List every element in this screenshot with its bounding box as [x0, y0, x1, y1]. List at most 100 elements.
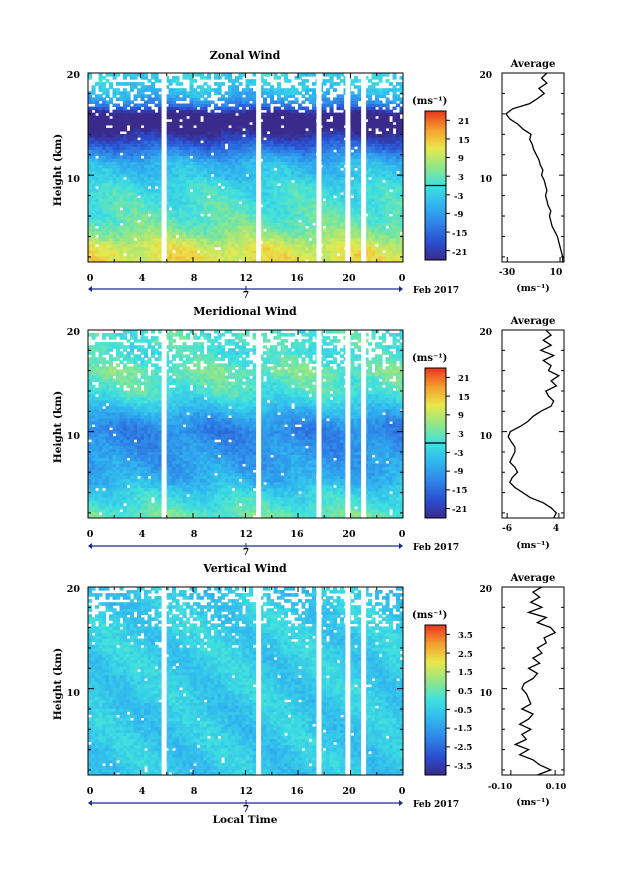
date-label: Feb 2017: [413, 800, 459, 810]
colorbar-unit: (ms⁻¹): [412, 96, 447, 107]
x-tick-label: 10: [550, 268, 563, 278]
colorbar-tick-label: 3.5: [458, 631, 473, 641]
data-gap: [345, 330, 351, 518]
average-title: Average: [510, 573, 556, 584]
date-label: Feb 2017: [413, 286, 459, 296]
y-tick-label: 20: [67, 70, 81, 81]
day-label: 7: [243, 291, 249, 301]
y-axis-label: Height (km): [52, 648, 64, 720]
heatmap-vertical: [88, 587, 403, 775]
y-tick-label: 20: [67, 584, 81, 595]
panel-meridional: Meridional Wind 20 10 Height (km) 0 4 8 …: [52, 305, 565, 558]
colorbar-tick-label: -9: [454, 467, 464, 477]
y-axis-label: Height (km): [52, 134, 64, 206]
y-tick-label: 10: [479, 432, 492, 442]
average-unit: (ms⁻¹): [516, 797, 550, 808]
x-tick-label: 20: [342, 529, 356, 540]
x-tick-label: 0.10: [546, 782, 567, 792]
x-tick-labels: 0 4 8 12 16 20 0: [87, 273, 406, 284]
colorbar-tick-label: -0.5: [454, 706, 472, 716]
data-gap: [361, 73, 367, 262]
colorbar-tick-label: -21: [452, 505, 467, 515]
y-tick-label: 20: [479, 585, 492, 595]
colorbar-tick-label: -2.5: [454, 743, 472, 753]
data-gap: [161, 73, 167, 262]
x-tick-label: -0.10: [488, 782, 512, 792]
y-tick-label: 10: [479, 175, 492, 185]
colorbar-meridional: (ms⁻¹) 21 15 9 3 -3 -9 -15 -21: [412, 353, 470, 519]
axes-vertical: [87, 586, 404, 775]
average-panel-meridional: Average 20 10 -6 4 (ms⁻¹): [479, 316, 565, 551]
date-axis: 7 Feb 2017: [88, 543, 459, 558]
x-tick-label: 12: [239, 529, 252, 540]
x-tick-label: 12: [239, 786, 252, 797]
x-tick-label: 4: [139, 273, 146, 284]
average-unit: (ms⁻¹): [516, 283, 550, 294]
colorbar-tick-label: -1.5: [454, 724, 472, 734]
y-tick-label: 20: [67, 327, 81, 338]
y-tick-label: 20: [479, 328, 492, 338]
axes-meridional: [87, 329, 404, 518]
colorbar-tick-label: 3: [458, 430, 464, 440]
y-tick-label: 10: [67, 688, 81, 699]
x-tick-label: 0: [399, 273, 406, 284]
date-label: Feb 2017: [413, 543, 459, 553]
colorbar-tick-label: 0.5: [458, 687, 473, 697]
colorbar-tick-label: 9: [458, 154, 464, 164]
x-tick-label: 4: [139, 529, 146, 540]
data-gap: [316, 330, 322, 518]
colorbar-tick-label: 1.5: [458, 668, 473, 678]
average-frame: [501, 72, 565, 263]
day-label: 7: [243, 805, 249, 815]
x-tick-label: 16: [290, 529, 304, 540]
average-profile-line: [513, 586, 557, 776]
y-tick-label: 10: [67, 174, 81, 185]
colorbar-tick-label: 2.5: [458, 650, 473, 660]
x-tick-label: 16: [290, 273, 304, 284]
data-gap: [256, 587, 262, 775]
panel-title: Zonal Wind: [210, 49, 281, 62]
y-axis-label: Height (km): [52, 391, 64, 463]
average-profile-line: [507, 329, 561, 519]
colorbar-tick-label: -3: [454, 192, 464, 202]
axes-zonal: [87, 72, 404, 262]
x-tick-label: 0: [87, 786, 94, 797]
data-gap: [345, 587, 351, 775]
colorbar-tick-label: -9: [454, 210, 464, 220]
x-tick-label: 8: [191, 273, 198, 284]
x-tick-label: -6: [502, 524, 512, 534]
colorbar-tick-label: -15: [452, 486, 467, 496]
average-title: Average: [510, 59, 556, 70]
data-gap: [161, 587, 167, 775]
average-panel-vertical: Average 20 10 -0.10 0.10 (ms⁻¹): [479, 573, 566, 808]
colorbar-tick-label: 9: [458, 411, 464, 421]
panel-zonal: Zonal Wind 20 10 Height (km) 0 4 8 12 16…: [52, 49, 565, 301]
average-panel-zonal: Average 20 10 -30 10 (ms⁻¹): [479, 59, 565, 294]
date-axis: 7 Feb 2017: [88, 800, 459, 815]
x-tick-label: 0: [87, 529, 94, 540]
data-gap: [316, 73, 322, 262]
y-tick-label: 10: [479, 689, 492, 699]
colorbar-gradient: [424, 624, 447, 776]
panel-title: Meridional Wind: [193, 305, 297, 318]
x-tick-labels: 0 4 8 12 16 20 0: [87, 786, 406, 797]
colorbar-tick-label: 15: [458, 393, 470, 403]
x-tick-label: 4: [553, 524, 559, 534]
heatmap-meridional: [88, 330, 403, 518]
x-tick-label: 16: [290, 786, 304, 797]
x-tick-labels: 0 4 8 12 16 20 0: [87, 529, 406, 540]
colorbar-unit: (ms⁻¹): [412, 353, 447, 364]
colorbar-tick-label: -3.5: [454, 762, 472, 772]
average-unit: (ms⁻¹): [516, 540, 550, 551]
colorbar-vertical: (ms⁻¹) 3.5 2.5 1.5 0.5 -0.5 -1.5 -2.5 -3…: [412, 610, 473, 776]
x-tick-label: 0: [399, 786, 406, 797]
panel-title: Vertical Wind: [202, 562, 287, 575]
data-gap: [256, 73, 262, 262]
data-gap: [361, 330, 367, 518]
data-gap: [316, 587, 322, 775]
colorbar-tick-label: 21: [458, 117, 470, 127]
x-tick-label: 0: [87, 273, 94, 284]
data-gap: [256, 330, 262, 518]
colorbar-zonal: (ms⁻¹) 21 15 9 3 -3 -9 -15 -21: [412, 96, 470, 261]
colorbar-tick-label: 21: [458, 374, 470, 384]
